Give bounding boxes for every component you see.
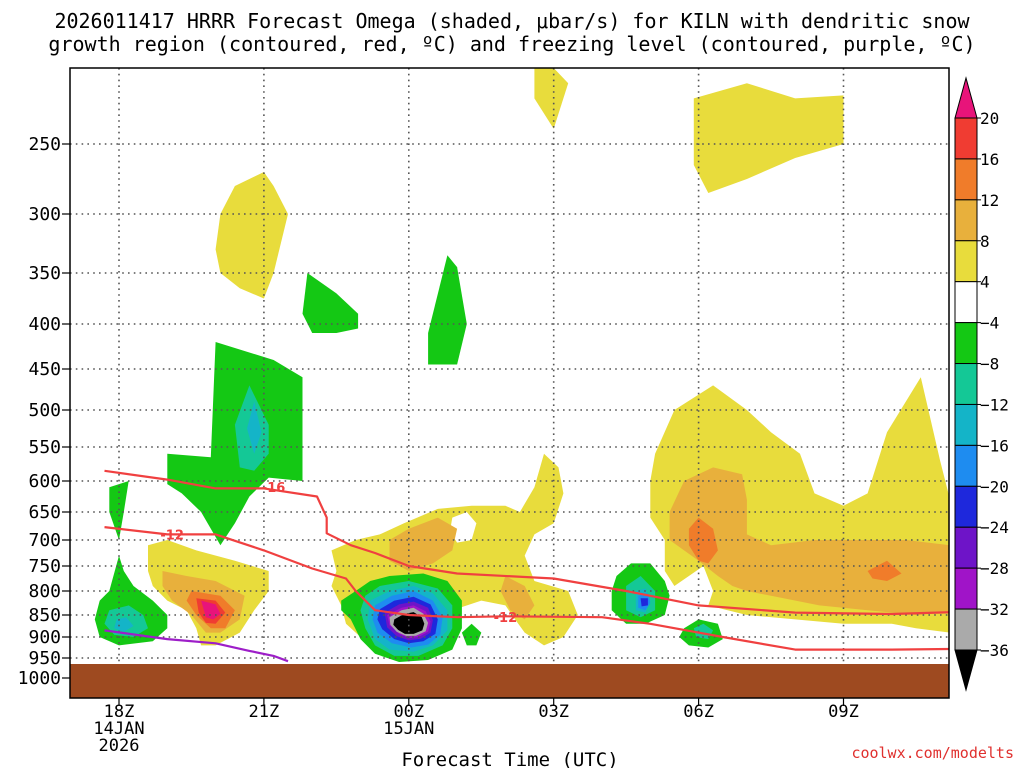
y-tick-label: 500 (28, 400, 61, 421)
colorbar-swatch (954, 567, 978, 610)
colorbar-label: −32 (980, 600, 1009, 619)
contour-label: -12 (160, 528, 184, 543)
colorbar-bottom-arrow (954, 649, 978, 692)
x-tick-label: 06Z (683, 702, 714, 722)
y-tick-label: 850 (28, 605, 61, 626)
y-tick-label: 550 (28, 437, 61, 458)
x-axis-label: Forecast Time (UTC) (401, 749, 618, 768)
isotherm-contour (104, 526, 949, 651)
omega-shade-region (114, 617, 134, 632)
colorbar-swatch (954, 444, 978, 487)
y-tick-label: 950 (28, 648, 61, 669)
colorbar-swatch (954, 158, 978, 201)
omega-shade-region (428, 255, 467, 365)
omega-shade-region (393, 612, 425, 634)
x-tick-label: 00Z (393, 702, 424, 722)
colorbar-label: −20 (980, 477, 1009, 496)
colorbar-label: 8 (980, 232, 990, 251)
x-tick-label: 2026 (99, 736, 140, 756)
chart-title-line-1: 2026011417 HRRR Forecast Omega (shaded, … (54, 9, 970, 33)
x-tick-label: 15JAN (383, 719, 434, 739)
colorbar-swatch (954, 526, 978, 569)
colorbar: 20 16 12 8 4 −4 −8 −12 −16 −20 −24 −28 −32 −36 (954, 76, 1009, 692)
y-tick-label: 350 (28, 263, 61, 284)
y-tick-label: 900 (28, 627, 61, 648)
omega-shade-region (693, 83, 844, 193)
y-tick-label: 650 (28, 502, 61, 523)
omega-shade-region (534, 68, 569, 129)
contour-label: -16 (262, 481, 286, 496)
y-tick-label: 450 (28, 359, 61, 380)
chart-title-line-2: growth region (contoured, red, ºC) and f… (48, 32, 976, 56)
plot-frame (69, 67, 950, 699)
colorbar-swatch (954, 117, 978, 160)
colorbar-swatch (954, 199, 978, 242)
omega-shade-region (167, 342, 303, 546)
isotherm-contour (104, 469, 949, 616)
omega-shade-region (461, 623, 482, 646)
isotherm-contour (104, 629, 289, 663)
colorbar-top-arrow (954, 76, 978, 119)
y-tick-label: 750 (28, 556, 61, 577)
omega-shade-region (109, 481, 129, 540)
y-tick-label: 1000 (18, 668, 61, 689)
omega-shade-region (449, 512, 477, 543)
x-tick-label: 09Z (828, 702, 859, 722)
omega-shade-region (302, 273, 359, 333)
x-tick-label: 21Z (249, 702, 280, 722)
y-tick-label: 300 (28, 204, 61, 225)
omega-shade-region (389, 517, 458, 571)
x-tick-label: 18Z (104, 702, 135, 722)
colorbar-label: 4 (980, 273, 990, 292)
colorbar-swatch (954, 240, 978, 283)
colorbar-label: 12 (980, 191, 999, 210)
omega-shade-region (500, 576, 535, 620)
colorbar-label: −12 (980, 395, 1009, 414)
omega-shade-region (640, 598, 648, 607)
omega-shade-region (215, 172, 288, 299)
omega-shade-region (247, 401, 262, 454)
colorbar-label: −24 (980, 518, 1009, 537)
colorbar-swatch (954, 363, 978, 405)
y-tick-label: 800 (28, 581, 61, 602)
credit-text: coolwx.com/modelts (851, 744, 1014, 762)
colorbar-label: −36 (980, 641, 1009, 660)
colorbar-label: 16 (980, 150, 999, 169)
y-tick-label: 400 (28, 314, 61, 335)
ground-terrain (70, 664, 949, 698)
y-tick-label: 700 (28, 530, 61, 551)
colorbar-swatch (954, 322, 978, 365)
omega-shade-region (867, 560, 902, 581)
colorbar-label: −16 (980, 436, 1009, 455)
x-tick-label: 14JAN (93, 719, 144, 739)
colorbar-swatch (954, 403, 978, 446)
colorbar-label: −4 (980, 314, 999, 333)
colorbar-label: −28 (980, 559, 1009, 578)
colorbar-swatch (954, 485, 978, 528)
colorbar-label: −8 (980, 355, 999, 374)
contour-label: -12 (494, 611, 518, 626)
y-tick-label: 600 (28, 471, 61, 492)
colorbar-swatch (954, 281, 978, 324)
colorbar-label: 20 (980, 109, 999, 128)
y-tick-label: 250 (28, 134, 61, 155)
colorbar-swatch (954, 608, 978, 651)
x-tick-label: 03Z (538, 702, 569, 722)
